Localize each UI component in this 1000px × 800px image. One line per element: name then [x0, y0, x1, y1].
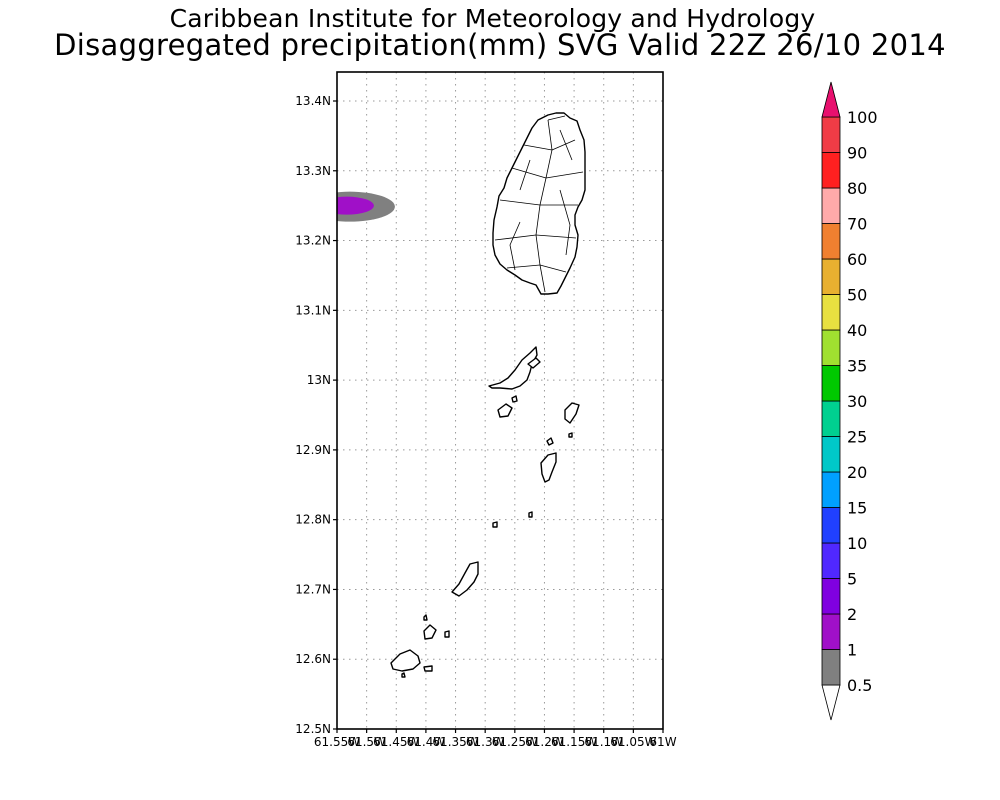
colorbar-label: 5	[847, 570, 857, 589]
colorbar-label: 1	[847, 641, 857, 660]
lon-tick-label: 61.5W	[347, 735, 386, 749]
colorbar-label: 20	[847, 463, 867, 482]
lon-tick-label: 61.3W	[466, 735, 505, 749]
colorbar-label: 0.5	[847, 676, 872, 695]
lat-tick-label: 12.9N	[295, 443, 331, 457]
lat-tick-label: 13.2N	[295, 234, 331, 248]
small-islet-4	[492, 521, 498, 528]
colorbar-box	[821, 223, 841, 260]
colorbar-box	[821, 365, 841, 402]
palm-island	[423, 624, 437, 640]
colorbar-label: 25	[847, 428, 867, 447]
small-islet-8	[423, 665, 433, 672]
lon-tick-label: 61.55W	[314, 735, 360, 749]
lon-tick-label: 61.2W	[525, 735, 564, 749]
title-line-1: Caribbean Institute for Meteorology and …	[169, 4, 816, 33]
lon-tick-label: 61.45W	[373, 735, 419, 749]
colorbar-box	[821, 152, 841, 189]
small-islet-5	[528, 511, 533, 518]
map-frame	[336, 71, 664, 730]
precipitation-field	[0, 72, 395, 729]
small-islet-1	[511, 395, 518, 403]
lon-tick-label: 61.1W	[584, 735, 623, 749]
small-islet-3	[546, 437, 554, 446]
lat-tick-label: 12.5N	[295, 722, 331, 736]
st-vincent-watersheds	[494, 115, 584, 293]
lat-tick-label: 13.4N	[295, 94, 331, 108]
colorbar-box	[821, 400, 841, 437]
colorbar-label: 60	[847, 250, 867, 269]
frame-mask	[0, 72, 337, 729]
st-vincent-island	[492, 112, 586, 295]
colorbar-max-triangle	[821, 81, 841, 118]
colorbar-label: 50	[847, 286, 867, 305]
lat-tick-label: 12.6N	[295, 652, 331, 666]
colorbar-label: 30	[847, 392, 867, 411]
colorbar-box	[821, 649, 841, 686]
colorbar-label: 35	[847, 357, 867, 376]
colorbar-box	[821, 294, 841, 331]
coastlines	[390, 112, 586, 678]
colorbar-box	[821, 116, 841, 153]
colorbar-box	[821, 542, 841, 579]
colorbar-box	[821, 329, 841, 366]
small-islet-9	[401, 672, 406, 678]
lat-tick-label: 13N	[307, 373, 331, 387]
bequia-islet	[527, 357, 541, 369]
lon-tick-label: 61.35W	[432, 735, 478, 749]
carriacou-island	[390, 649, 421, 672]
colorbar-box	[821, 507, 841, 544]
small-islet-2	[568, 432, 573, 438]
small-islet-6	[444, 630, 450, 638]
colorbar-box	[821, 471, 841, 508]
colorbar-label: 40	[847, 321, 867, 340]
colorbar-box	[821, 436, 841, 473]
colorbar-label: 2	[847, 605, 857, 624]
colorbar-label: 15	[847, 499, 867, 518]
colorbar-label: 100	[847, 108, 878, 127]
mustique-island	[564, 402, 580, 424]
colorbar-label: 70	[847, 215, 867, 234]
lat-tick-label: 12.7N	[295, 582, 331, 596]
canouan-island	[540, 452, 557, 483]
lon-tick-label: 61.25W	[492, 735, 538, 749]
colorbar-label: 80	[847, 179, 867, 198]
lon-tick-label: 61W	[649, 735, 676, 749]
lat-tick-label: 13.3N	[295, 164, 331, 178]
small-islet-7	[423, 614, 428, 621]
colorbar-box	[821, 613, 841, 650]
lon-tick-label: 61.4W	[407, 735, 446, 749]
colorbar-min-triangle	[821, 684, 841, 721]
lon-tick-label: 61.15W	[551, 735, 597, 749]
union-island	[451, 561, 479, 597]
map-background	[337, 72, 663, 729]
colorbar-box	[821, 258, 841, 295]
grid-lines	[337, 72, 663, 729]
lat-tick-label: 13.1N	[295, 303, 331, 317]
axes: 13.4N 13.3N 13.2N 13.1N 13N 12.9N 12.8N 12.7N 12…	[295, 94, 676, 749]
title-line-2: Disaggregated precipitation(mm) SVG Vali…	[54, 28, 946, 62]
colorbar-label: 10	[847, 534, 867, 553]
lat-tick-label: 12.8N	[295, 513, 331, 527]
colorbar-label: 90	[847, 144, 867, 163]
isle-quatre	[497, 403, 513, 418]
colorbar-box	[821, 187, 841, 224]
lon-tick-label: 61.05W	[610, 735, 656, 749]
colorbar-box	[821, 578, 841, 615]
